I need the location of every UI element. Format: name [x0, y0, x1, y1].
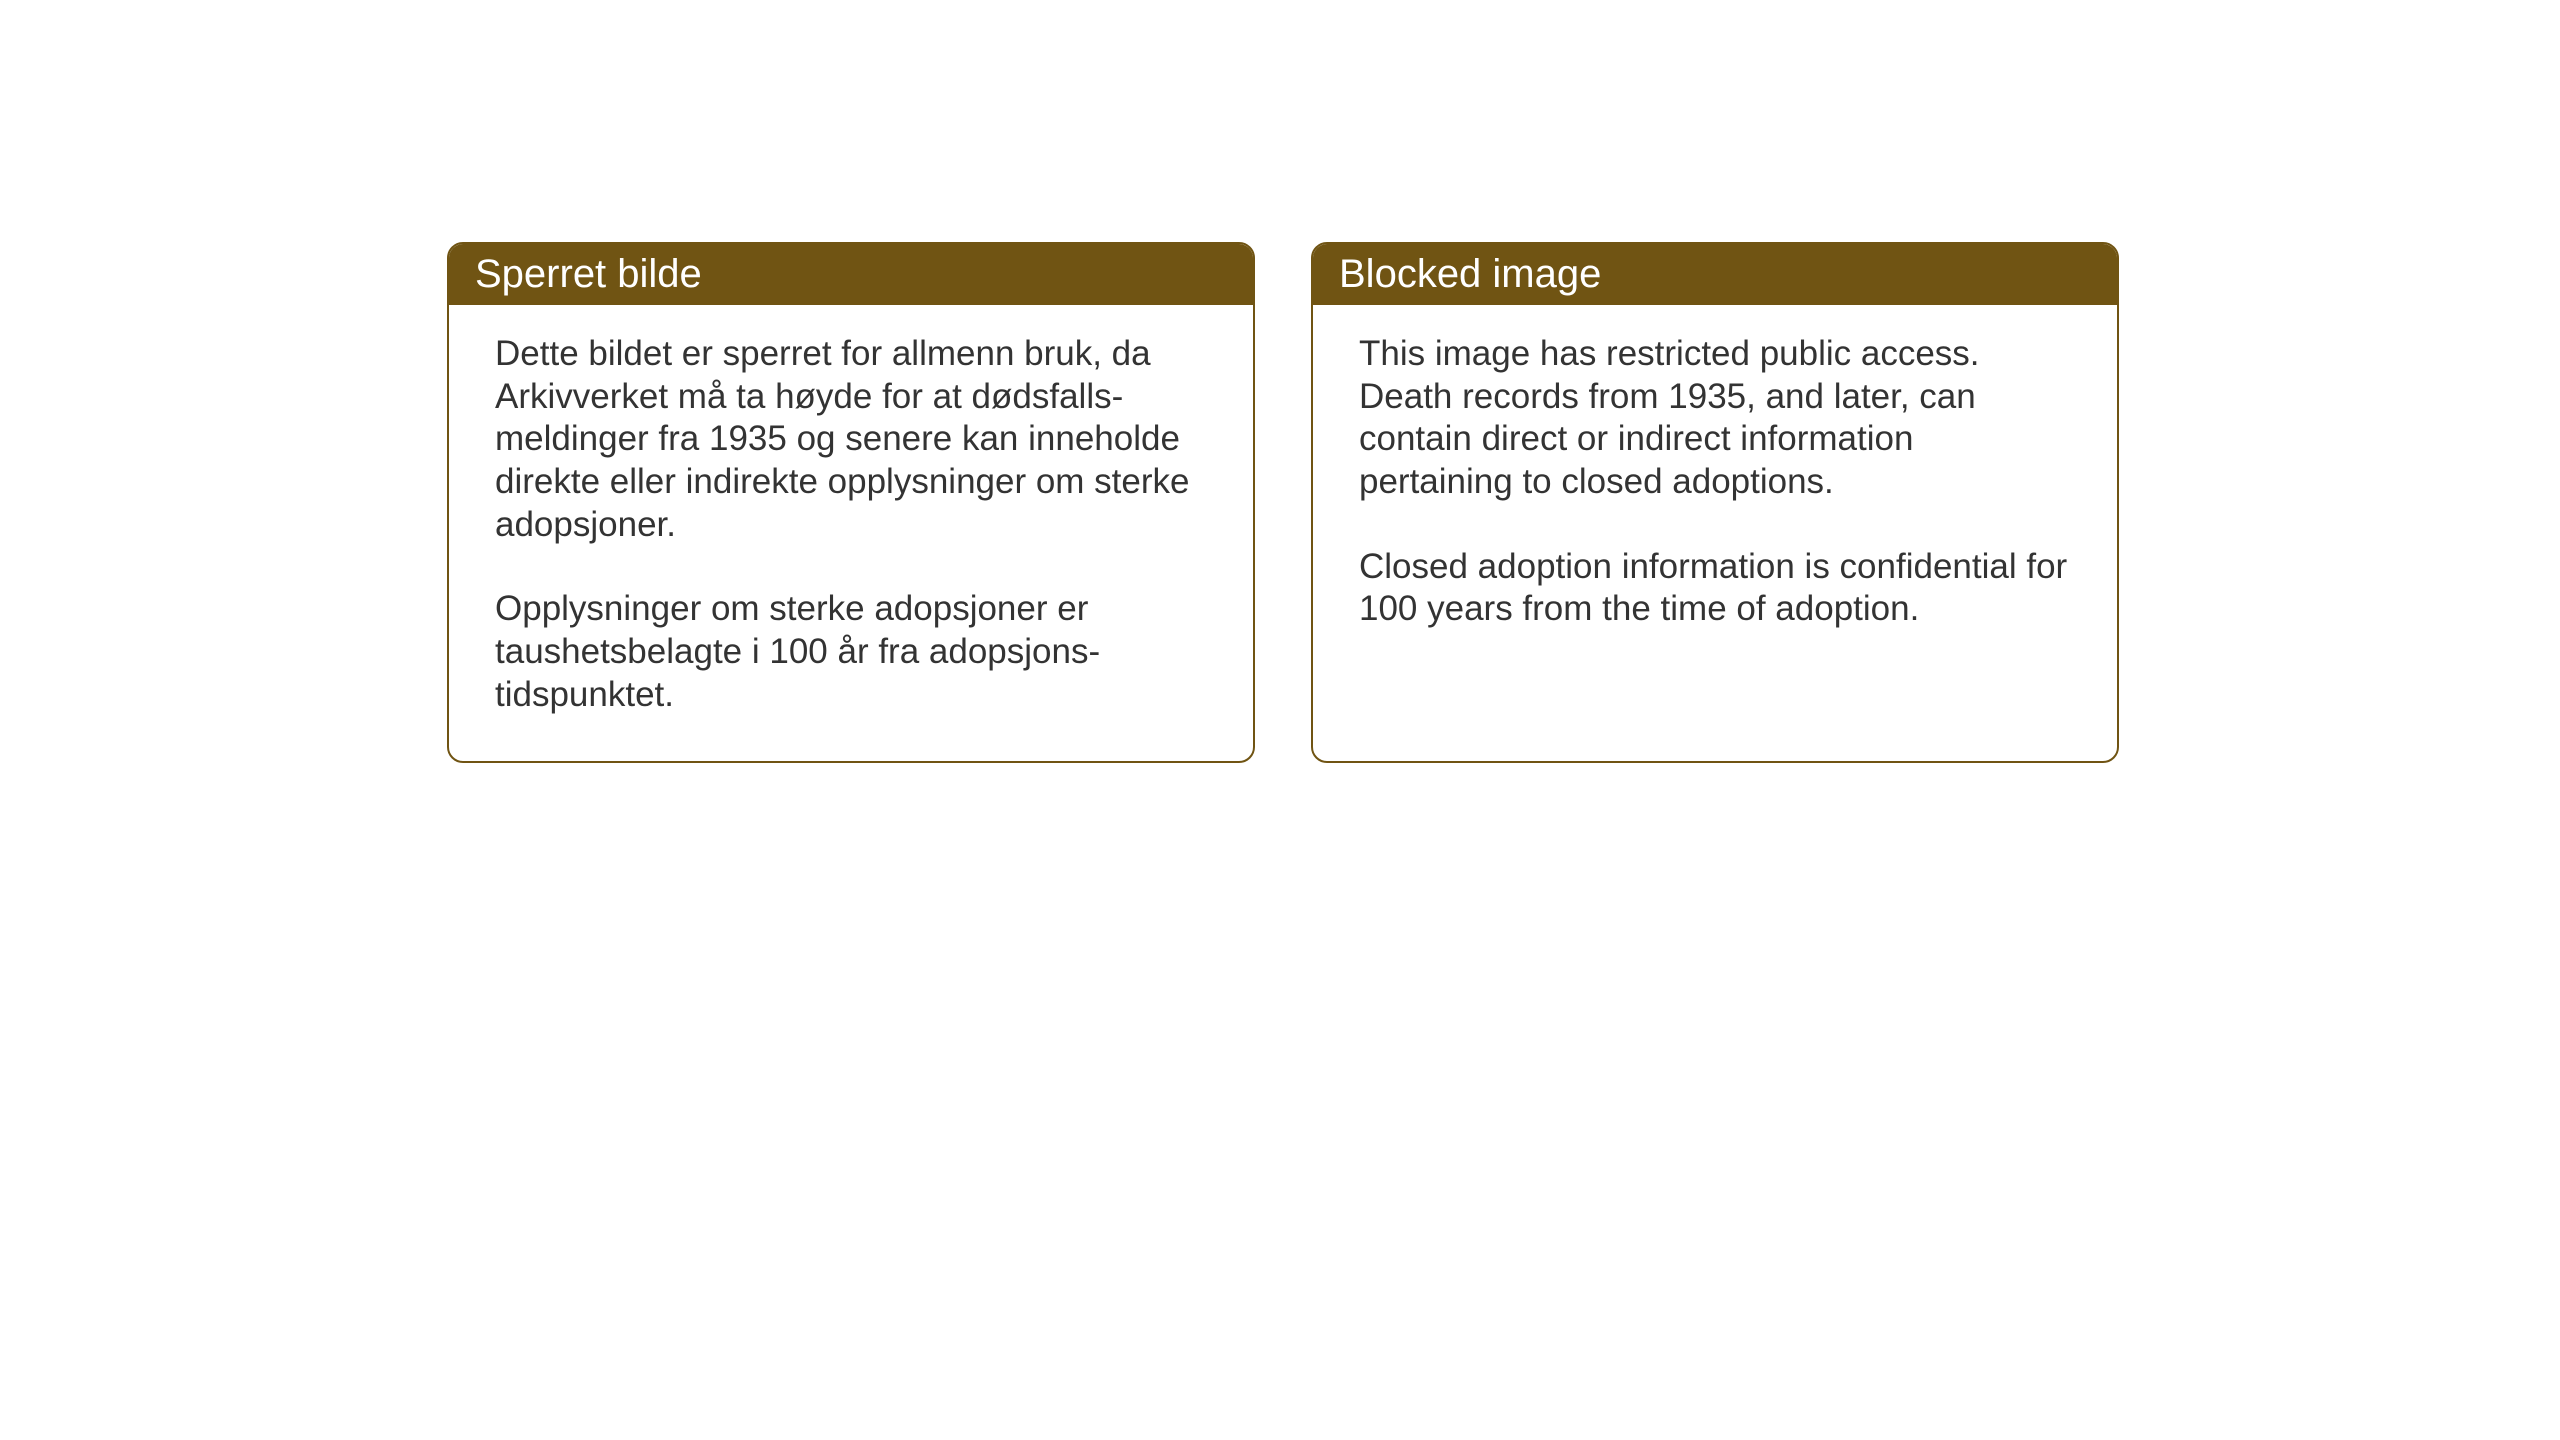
- card-body-norwegian: Dette bildet er sperret for allmenn bruk…: [449, 305, 1253, 761]
- notice-cards-container: Sperret bilde Dette bildet er sperret fo…: [447, 242, 2119, 763]
- card-paragraph: This image has restricted public access.…: [1359, 333, 2071, 504]
- card-paragraph: Opplysninger om sterke adopsjoner er tau…: [495, 588, 1207, 716]
- card-header-norwegian: Sperret bilde: [449, 244, 1253, 305]
- card-body-english: This image has restricted public access.…: [1313, 305, 2117, 675]
- card-header-english: Blocked image: [1313, 244, 2117, 305]
- card-paragraph: Closed adoption information is confident…: [1359, 546, 2071, 631]
- notice-card-english: Blocked image This image has restricted …: [1311, 242, 2119, 763]
- card-paragraph: Dette bildet er sperret for allmenn bruk…: [495, 333, 1207, 546]
- notice-card-norwegian: Sperret bilde Dette bildet er sperret fo…: [447, 242, 1255, 763]
